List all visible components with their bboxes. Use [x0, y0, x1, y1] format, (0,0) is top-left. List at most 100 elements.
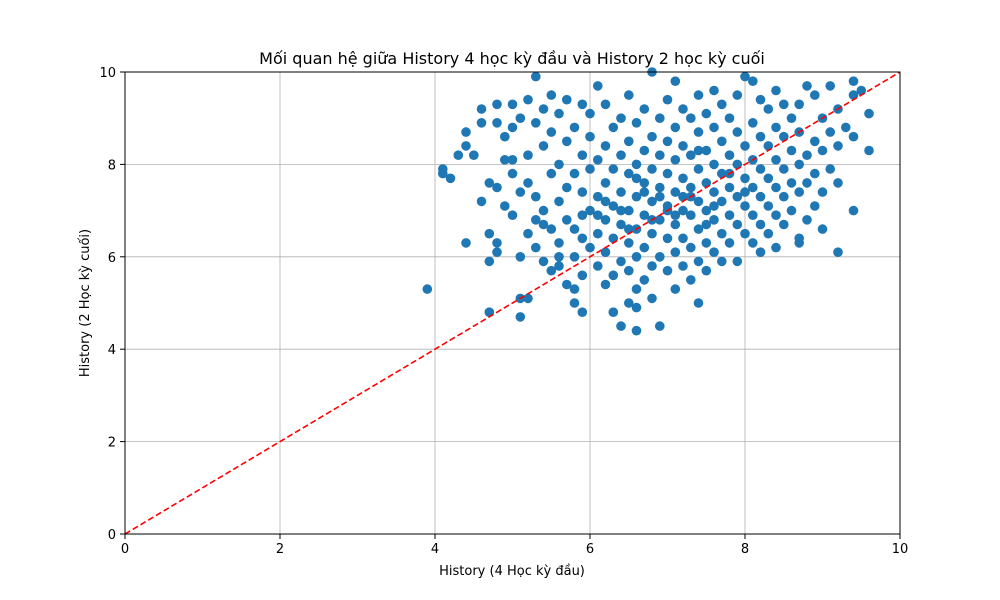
scatter-point — [678, 141, 688, 151]
scatter-point — [686, 242, 696, 253]
scatter-point — [740, 141, 750, 151]
scatter-point — [686, 113, 696, 123]
scatter-point — [825, 127, 835, 137]
scatter-point — [755, 219, 766, 230]
scatter-point — [639, 178, 650, 188]
scatter-point — [701, 108, 712, 119]
scatter-point — [616, 256, 626, 267]
scatter-point — [732, 219, 743, 230]
scatter-point — [461, 141, 471, 151]
scatter-point — [647, 293, 657, 304]
scatter-point — [600, 99, 611, 110]
scatter-point — [577, 307, 588, 318]
scatter-point — [848, 205, 859, 216]
scatter-point — [608, 122, 619, 133]
scatter-point — [569, 284, 580, 294]
scatter-point — [639, 275, 650, 285]
scatter-point — [717, 99, 727, 110]
y-tick-label: 10 — [99, 66, 116, 81]
y-tick-label: 2 — [108, 436, 116, 451]
scatter-point — [779, 99, 789, 110]
scatter-points — [422, 67, 874, 336]
scatter-point — [554, 238, 564, 248]
scatter-point — [608, 270, 619, 281]
scatter-point — [817, 224, 828, 234]
scatter-point — [678, 233, 688, 244]
scatter-point — [577, 270, 588, 281]
x-tick-label: 0 — [121, 542, 129, 557]
scatter-point — [864, 108, 874, 119]
scatter-point — [662, 136, 673, 147]
scatter-point — [709, 159, 719, 170]
y-tick-label: 8 — [108, 158, 116, 173]
scatter-point — [624, 90, 634, 100]
scatter-point — [600, 215, 611, 225]
y-axis: 0 2 4 6 8 10 — [99, 66, 125, 543]
scatter-point — [639, 210, 650, 220]
scatter-point — [748, 182, 758, 193]
scatter-point — [461, 238, 471, 248]
scatter-point — [624, 168, 634, 179]
x-tick-label: 10 — [892, 542, 909, 557]
reference-line — [124, 71, 901, 535]
scatter-point — [647, 196, 657, 207]
scatter-point — [662, 168, 673, 179]
scatter-point — [600, 279, 611, 290]
scatter-point — [802, 150, 812, 160]
scatter-point — [693, 256, 704, 267]
scatter-point — [748, 118, 758, 128]
scatter-point — [701, 238, 712, 248]
scatter-point — [624, 238, 634, 248]
scatter-point — [732, 127, 743, 137]
scatter-point — [740, 201, 750, 211]
scatter-point — [655, 150, 665, 160]
scatter-point — [531, 191, 541, 202]
scatter-point — [608, 307, 619, 318]
scatter-point — [810, 90, 820, 100]
scatter-point — [624, 136, 634, 147]
scatter-point — [686, 150, 696, 160]
scatter-point — [748, 238, 758, 248]
scatter-point — [500, 155, 510, 165]
scatter-point — [701, 205, 712, 216]
scatter-point — [608, 201, 619, 211]
scatter-point — [817, 187, 828, 197]
scatter-point — [523, 293, 533, 304]
scatter-point — [655, 113, 665, 123]
scatter-point — [810, 201, 820, 211]
scatter-point — [786, 145, 797, 156]
scatter-point — [492, 247, 502, 257]
scatter-point — [631, 302, 642, 313]
scatter-point — [476, 118, 487, 128]
scatter-point — [546, 90, 557, 100]
scatter-point — [523, 150, 533, 160]
x-tick-label: 2 — [276, 542, 284, 557]
scatter-point — [422, 284, 433, 294]
scatter-point — [507, 155, 518, 165]
scatter-point — [678, 104, 688, 114]
scatter-point — [600, 196, 611, 207]
scatter-point — [740, 71, 750, 82]
scatter-point — [523, 94, 533, 105]
scatter-point — [825, 164, 835, 174]
scatter-point — [755, 131, 766, 142]
scatter-point — [693, 196, 704, 207]
scatter-point — [445, 173, 456, 184]
scatter-point — [538, 141, 549, 151]
scatter-point — [724, 113, 735, 123]
scatter-point — [771, 122, 781, 133]
scatter-point — [600, 247, 611, 257]
scatter-point — [670, 284, 681, 294]
scatter-point — [848, 76, 859, 86]
scatter-point — [833, 178, 843, 188]
y-tick-label: 6 — [108, 251, 116, 266]
scatter-point — [748, 76, 758, 86]
scatter-point — [740, 228, 750, 239]
scatter-point — [476, 104, 487, 114]
scatter-point — [577, 150, 588, 160]
scatter-point — [786, 113, 797, 123]
scatter-point — [624, 205, 634, 216]
scatter-point — [476, 196, 487, 207]
scatter-point — [461, 127, 471, 137]
